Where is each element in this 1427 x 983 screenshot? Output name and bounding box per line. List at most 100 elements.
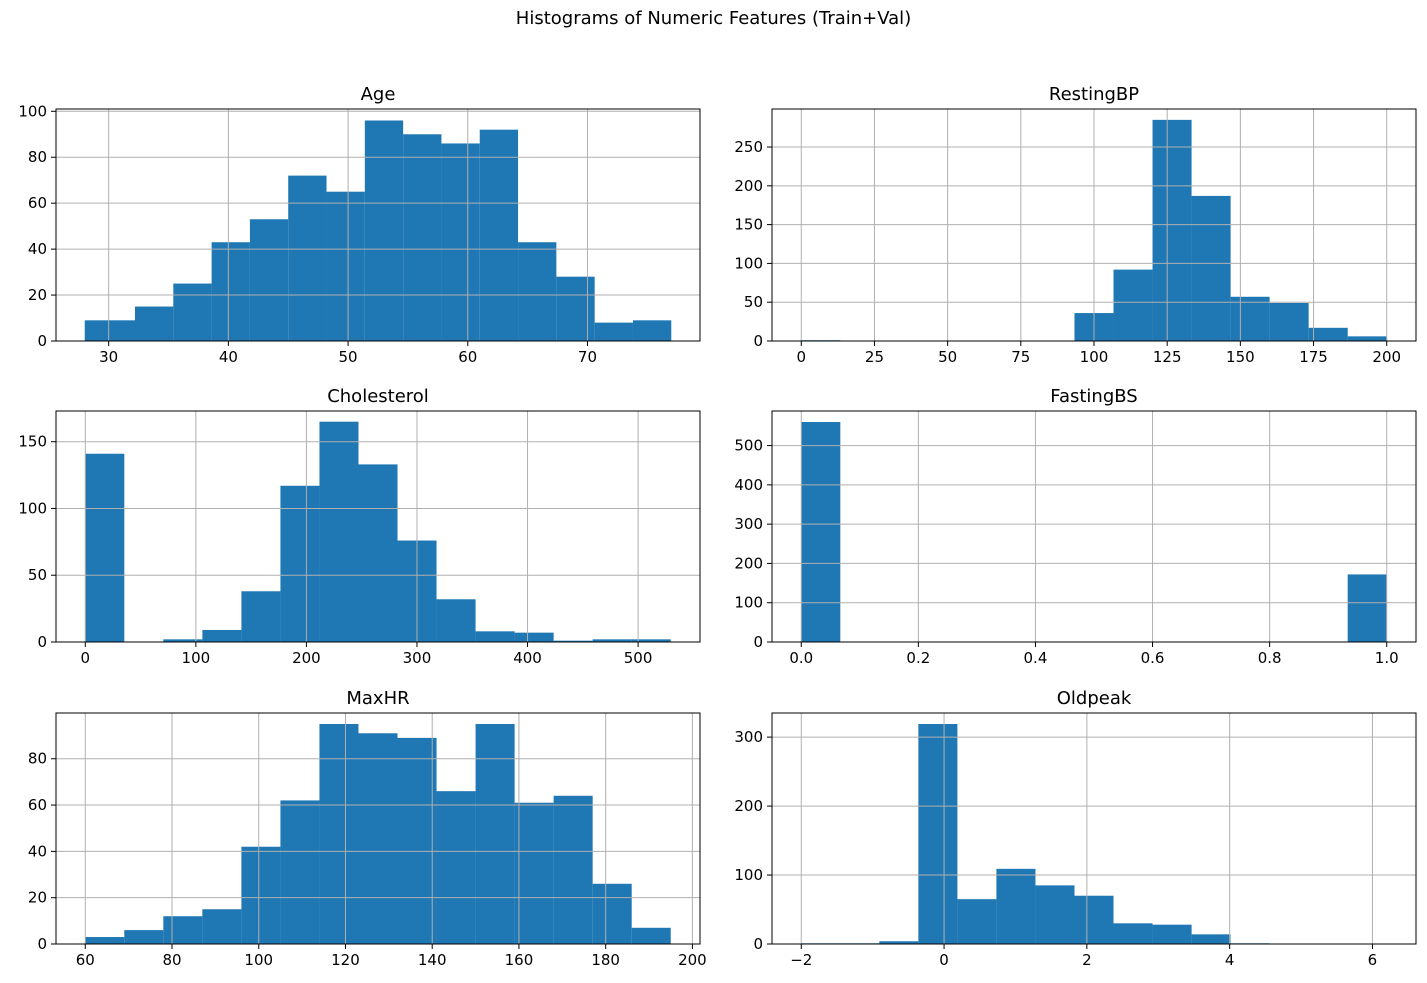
histogram-bar (514, 632, 554, 642)
histogram-bar (85, 937, 125, 944)
subplot-title: Cholesterol (327, 386, 429, 407)
y-tick-label: 0 (753, 332, 763, 350)
x-tick-label: 200 (292, 649, 321, 667)
histogram-bar (280, 485, 320, 642)
histogram-bar (163, 916, 203, 944)
x-tick-label: 400 (513, 649, 542, 667)
histogram-bar (1035, 885, 1075, 944)
y-tick-label: 100 (18, 102, 47, 120)
histogram-bar (801, 422, 841, 642)
y-tick-label: 150 (18, 433, 47, 451)
y-tick-label: 0 (37, 332, 47, 350)
y-tick-label: 0 (753, 633, 763, 651)
histogram-bar (918, 724, 958, 944)
x-tick-label: 500 (624, 649, 653, 667)
histogram-bar (957, 899, 997, 944)
y-tick-label: 150 (734, 216, 763, 234)
y-tick-label: 40 (28, 240, 47, 258)
histogram-bar (403, 134, 442, 341)
y-tick-label: 60 (28, 194, 47, 212)
histogram-bar (436, 599, 476, 642)
x-tick-label: 60 (458, 348, 477, 366)
histogram-bar (553, 640, 593, 642)
histogram-bar (1347, 574, 1387, 642)
x-tick-label: 70 (578, 348, 597, 366)
histogram-bar (996, 868, 1036, 944)
histogram-panel-fastingbs: 0.0 0.2 0.4 0.6 0.8 1.0 0 100 200 300 400 500 Fastin… (734, 386, 1417, 667)
y-tick-label: 200 (734, 797, 763, 815)
y-tick-label: 0 (753, 935, 763, 953)
y-tick-label: 400 (734, 476, 763, 494)
histogram-bar (288, 175, 327, 341)
histogram-bar (632, 320, 672, 341)
x-tick-label: 100 (244, 951, 273, 969)
histogram-panel-age: 30 40 50 60 70 0 20 40 60 80 100 Age (18, 84, 701, 366)
x-tick-label: 60 (76, 951, 95, 969)
histogram-bar (202, 909, 242, 944)
y-tick-label: 60 (28, 796, 47, 814)
histogram-bar (879, 941, 919, 944)
subplot-title: RestingBP (1049, 84, 1139, 105)
histogram-bar (364, 120, 404, 342)
histogram-bar (475, 724, 515, 944)
x-tick-label: 160 (505, 951, 534, 969)
y-tick-label: 0 (37, 935, 47, 953)
x-tick-label: 125 (1153, 348, 1182, 366)
histogram-bar (319, 421, 359, 642)
y-tick-label: 100 (734, 866, 763, 884)
histogram-bar (241, 846, 281, 944)
histogram-bar (1347, 336, 1387, 341)
x-tick-label: 50 (339, 348, 358, 366)
histogram-bar (1191, 934, 1231, 944)
histogram-bar (1308, 327, 1348, 341)
axes-frame (771, 410, 1417, 643)
histogram-bar (518, 242, 557, 341)
histogram-panel-restingbp: 0 25 50 75 100 125 150 175 200 0 50 100 150 200 250 Res… (734, 84, 1417, 366)
histogram-bar (553, 795, 593, 944)
subplot-title: Age (361, 84, 396, 105)
histogram-bar (1113, 923, 1153, 944)
histogram-bar (1230, 296, 1270, 341)
x-tick-label: −2 (790, 951, 812, 969)
axes-frame (55, 410, 701, 643)
x-tick-label: 300 (403, 649, 432, 667)
y-tick-label: 20 (28, 889, 47, 907)
histogram-bar (135, 306, 174, 341)
x-tick-label: 1.0 (1375, 649, 1399, 667)
x-tick-label: 4 (1225, 951, 1235, 969)
x-tick-label: 200 (1372, 348, 1401, 366)
histogram-bar (202, 629, 242, 642)
x-tick-label: 120 (331, 951, 360, 969)
subplot-title: Oldpeak (1057, 688, 1132, 709)
y-tick-label: 250 (734, 138, 763, 156)
histogram-bar (163, 639, 203, 642)
axes-frame (55, 712, 701, 945)
histogram-bar (319, 724, 359, 944)
histogram-bar (631, 639, 671, 642)
x-tick-label: 175 (1299, 348, 1328, 366)
histogram-panel-maxhr: 60 80 100 120 140 160 180 200 0 20 40 60 80 MaxHR (28, 688, 707, 969)
x-tick-label: 0.8 (1258, 649, 1282, 667)
y-tick-label: 0 (37, 633, 47, 651)
histogram-bar (1113, 269, 1153, 341)
x-tick-label: 0 (796, 348, 806, 366)
x-tick-label: 0.0 (789, 649, 813, 667)
x-tick-label: 0.2 (906, 649, 930, 667)
y-tick-label: 500 (734, 437, 763, 455)
y-tick-label: 300 (734, 515, 763, 533)
y-tick-label: 100 (18, 499, 47, 517)
x-tick-label: 0 (81, 649, 91, 667)
histogram-bar (211, 242, 250, 341)
histogram-bar (173, 283, 212, 341)
y-tick-label: 50 (744, 293, 763, 311)
x-tick-label: 0 (939, 951, 949, 969)
axes-frame (55, 108, 701, 342)
y-tick-label: 20 (28, 286, 47, 304)
subplot-title: MaxHR (346, 688, 409, 709)
histogram-bar (124, 930, 164, 944)
y-tick-label: 200 (734, 177, 763, 195)
histogram-bar (514, 802, 554, 944)
y-tick-label: 50 (28, 566, 47, 584)
histogram-bar (592, 883, 632, 944)
x-tick-label: 100 (182, 649, 211, 667)
